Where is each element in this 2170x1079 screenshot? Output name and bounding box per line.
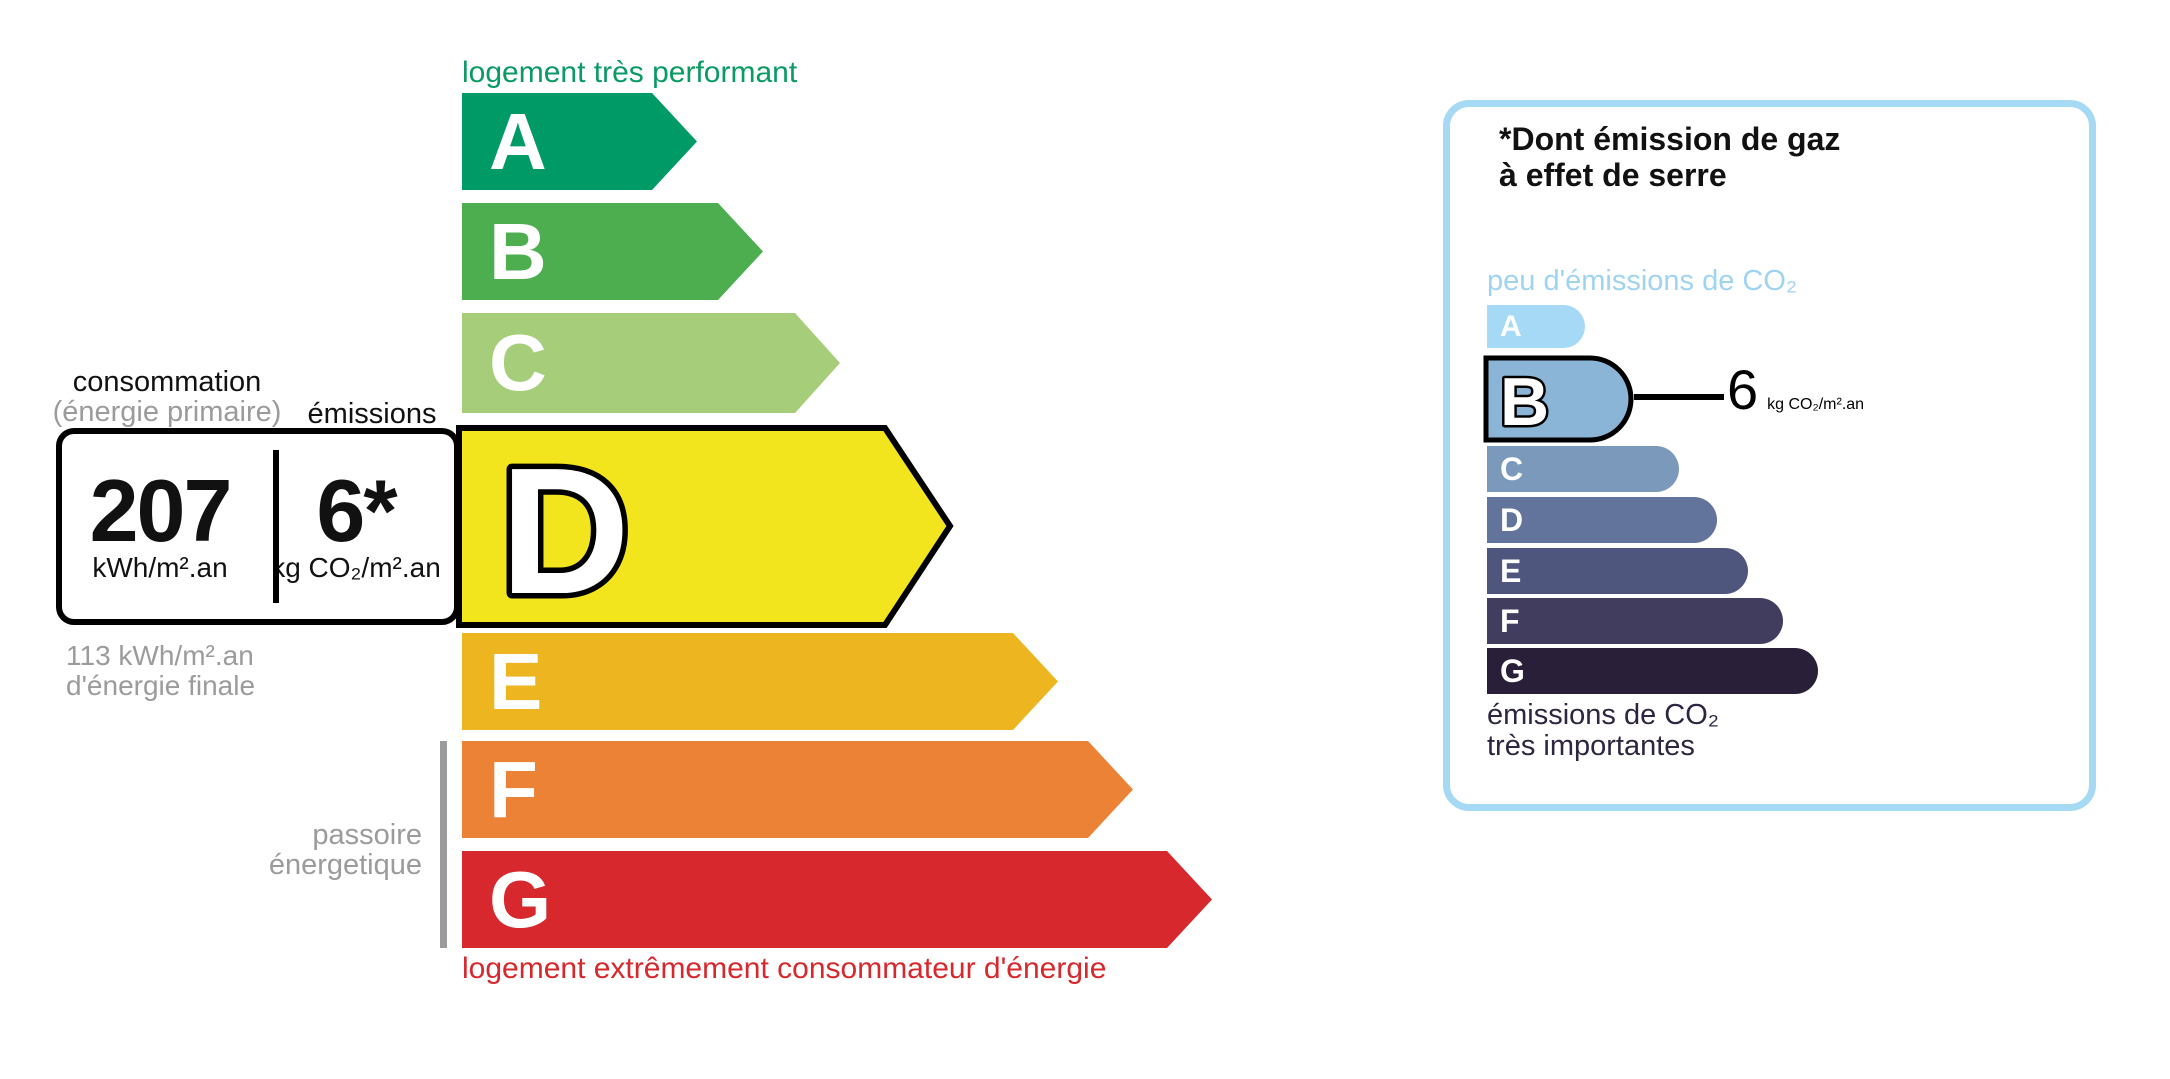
passoire-bracket-bar bbox=[440, 741, 447, 948]
box-divider bbox=[273, 450, 279, 603]
final-energy-line2: d'énergie finale bbox=[66, 670, 256, 701]
ges-value-connector-line bbox=[1634, 394, 1724, 400]
emissions-unit: kg CO₂/m².an bbox=[271, 552, 441, 584]
consumption-values-box: 207 kWh/m².an 6* kg CO₂/m².an bbox=[56, 428, 460, 625]
ges-class-letter-a: A bbox=[1500, 309, 1522, 343]
final-energy-line1: 113 kWh/m².an bbox=[66, 640, 254, 671]
primary-energy-sublabel: (énergie primaire) bbox=[52, 396, 282, 428]
passoire-label-line1: passoire bbox=[312, 819, 422, 851]
ges-high-emissions-label: émissions de CO₂ très importantes bbox=[1487, 700, 1719, 762]
primary-energy-unit: kWh/m².an bbox=[92, 552, 228, 584]
ges-high-emissions-line2: très importantes bbox=[1487, 730, 1695, 762]
ges-class-bar-f: F bbox=[1487, 598, 1783, 644]
energy-class-bar-d: D bbox=[456, 425, 954, 628]
energy-class-bar-a: A bbox=[462, 93, 697, 190]
ges-high-emissions-line1: émissions de CO₂ bbox=[1487, 699, 1720, 731]
energy-class-bar-f: F bbox=[462, 741, 1133, 838]
energy-class-letter-e: E bbox=[489, 636, 543, 726]
energy-class-bar-c: C bbox=[462, 313, 840, 413]
energy-class-letter-g: G bbox=[489, 854, 552, 944]
ges-class-letter-f: F bbox=[1500, 603, 1520, 639]
emissions-cell: 6* kg CO₂/m².an bbox=[258, 434, 454, 619]
ges-panel-title-line1: *Dont émission de gaz bbox=[1499, 121, 1841, 157]
passoire-label: passoire énergetique bbox=[220, 820, 422, 880]
ges-class-letter-d: D bbox=[1500, 502, 1524, 538]
top-performance-label: logement très performant bbox=[462, 56, 798, 89]
ges-panel-title: *Dont émission de gaz à effet de serre bbox=[1499, 121, 1840, 193]
ges-value-unit: kg CO₂/m².an bbox=[1767, 396, 1865, 413]
bottom-consumption-label: logement extrêmement consommateur d'éner… bbox=[462, 952, 1107, 985]
ges-class-letter-b: B bbox=[1500, 364, 1549, 440]
ges-class-letter-e: E bbox=[1500, 553, 1522, 589]
ges-class-letter-c: C bbox=[1500, 451, 1524, 487]
ges-panel: *Dont émission de gaz à effet de serre p… bbox=[1443, 100, 2096, 811]
energy-class-bar-g: G bbox=[462, 851, 1212, 948]
primary-energy-value: 207 bbox=[89, 460, 233, 560]
ges-value: 6 bbox=[1727, 358, 1759, 421]
emissions-value: 6* bbox=[316, 460, 397, 560]
emissions-column-label: émissions bbox=[307, 398, 437, 430]
energy-class-letter-c: C bbox=[489, 318, 547, 407]
primary-energy-cell: 207 kWh/m².an bbox=[62, 434, 258, 619]
energy-class-letter-a: A bbox=[489, 96, 547, 186]
ges-low-emissions-label: peu d'émissions de CO₂ bbox=[1487, 265, 1798, 297]
passoire-label-line2: énergetique bbox=[268, 849, 422, 881]
consumption-column-label: consommation bbox=[72, 366, 262, 398]
ges-class-letter-g: G bbox=[1500, 653, 1525, 689]
ges-class-bar-g: G bbox=[1487, 648, 1818, 694]
energy-class-bar-b: B bbox=[462, 203, 763, 300]
ges-class-b-shape bbox=[1483, 355, 1634, 443]
ges-class-bar-a: A bbox=[1487, 305, 1585, 348]
energy-class-letter-d: D bbox=[500, 431, 630, 628]
ges-panel-title-line2: à effet de serre bbox=[1499, 157, 1727, 193]
ges-class-bar-d: D bbox=[1487, 497, 1717, 543]
ges-class-bar-b: B bbox=[1483, 355, 1634, 443]
energy-class-letter-f: F bbox=[489, 744, 538, 834]
energy-class-letter-b: B bbox=[489, 206, 547, 296]
ges-class-bar-c: C bbox=[1487, 446, 1679, 492]
ges-class-bar-e: E bbox=[1487, 548, 1748, 594]
energy-class-bar-e: E bbox=[462, 633, 1058, 730]
ges-value-row: 6 kg CO₂/m².an bbox=[1727, 362, 1864, 418]
